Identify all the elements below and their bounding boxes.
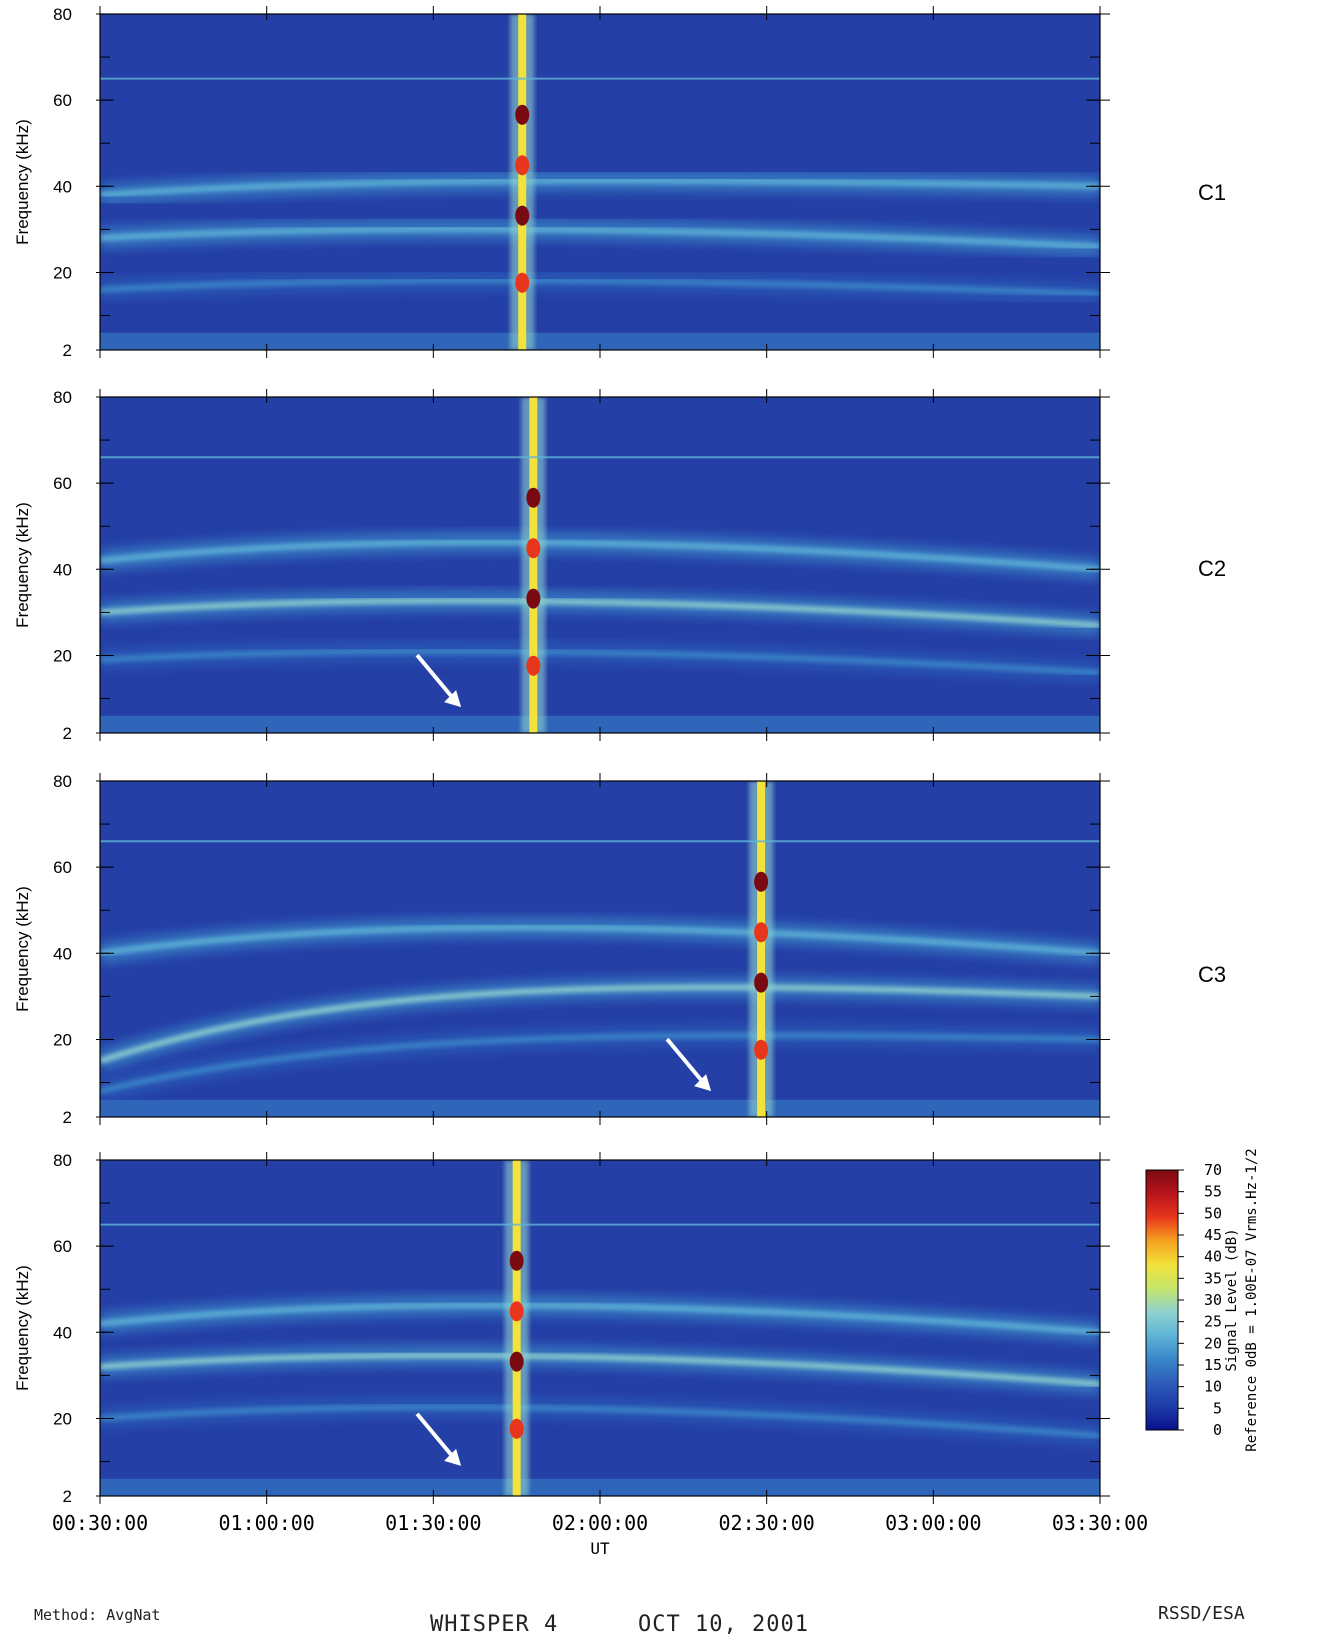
- arrow-head: [444, 690, 462, 708]
- colorbar-tick-label: 5: [1213, 1399, 1222, 1417]
- y-tick-label: 40: [53, 560, 72, 579]
- y-tick-label: 20: [53, 1409, 72, 1428]
- y-tick-label: 60: [53, 474, 72, 493]
- resonance-spot: [515, 104, 530, 125]
- arrow-shaft: [415, 1412, 459, 1464]
- x-tick-label: 01:00:00: [219, 1511, 315, 1535]
- sounder-column: [529, 397, 538, 733]
- y-axis-label: Frequency (kHz): [13, 886, 32, 1012]
- low-frequency-floor: [100, 715, 1100, 733]
- resonance-spot: [509, 1351, 524, 1372]
- resonance-spot: [515, 205, 530, 226]
- panel-label-c2: C2: [1198, 556, 1227, 581]
- y-tick-label: 80: [53, 772, 72, 791]
- spectrogram-panel-1: 2 20 40 60 80 Frequency (kHz): [13, 5, 1110, 360]
- low-frequency-floor: [100, 1099, 1100, 1117]
- x-tick-label: 01:30:00: [385, 1511, 481, 1535]
- emission-band: [100, 924, 1100, 957]
- colorbar-title: Signal Level (dB): [1224, 1228, 1240, 1371]
- method-label: Method: AvgNat: [34, 1606, 161, 1624]
- colorbar-tick-label: 40: [1204, 1248, 1222, 1266]
- spectrogram-panel-4: 2 20 40 60 80 Frequency (kHz) 00:30:00 01:00:00…: [13, 1151, 1148, 1558]
- colorbar-tick-label: 15: [1204, 1356, 1222, 1374]
- colorbar-tick-label: 55: [1204, 1183, 1222, 1201]
- y-axis-label: Frequency (kHz): [13, 119, 32, 245]
- colorbar-scale: [1145, 1169, 1179, 1431]
- colorbar-tick-label: 45: [1204, 1226, 1222, 1244]
- x-tick-label: 00:30:00: [52, 1511, 148, 1535]
- arrow-head: [694, 1074, 712, 1092]
- resonance-spot: [515, 272, 530, 293]
- low-frequency-floor: [100, 332, 1100, 350]
- plot-area: [100, 1160, 1100, 1496]
- y-tick-label: 2: [63, 1108, 72, 1127]
- resonance-spot: [754, 922, 769, 943]
- emission-band: [100, 984, 1100, 1064]
- resonance-spot: [526, 588, 541, 609]
- y-tick-label: 2: [63, 724, 72, 743]
- panel-label-c3: C3: [1198, 962, 1227, 987]
- y-tick-label: 20: [53, 646, 72, 665]
- sounder-column: [518, 14, 527, 350]
- y-tick-label: 40: [53, 944, 72, 963]
- plot-area: [100, 781, 1100, 1117]
- y-tick-label: 80: [53, 1151, 72, 1170]
- y-tick-label: 20: [53, 1030, 72, 1049]
- sounder-column: [757, 781, 766, 1117]
- y-tick-label: 60: [53, 858, 72, 877]
- colorbar-tick-label: 35: [1204, 1269, 1222, 1287]
- colorbar-reference: Reference 0dB = 1.00E-07 Vrms.Hz-1/2: [1244, 1148, 1260, 1451]
- y-axis-label: Frequency (kHz): [13, 502, 32, 628]
- y-tick-label: 60: [53, 91, 72, 110]
- y-tick-label: 80: [53, 5, 72, 24]
- colorbar-tick-label: 50: [1204, 1204, 1222, 1222]
- spectrogram-panel-2: 2 20 40 60 80 Frequency (kHz): [13, 388, 1110, 743]
- y-tick-label: 40: [53, 1323, 72, 1342]
- y-tick-label: 2: [63, 341, 72, 360]
- plot-area: [100, 397, 1100, 733]
- colorbar-tick-label: 30: [1204, 1291, 1222, 1309]
- x-tick-label: 02:30:00: [719, 1511, 815, 1535]
- resonance-spot: [526, 655, 541, 676]
- resonance-spot: [526, 538, 541, 559]
- y-tick-label: 80: [53, 388, 72, 407]
- y-tick-label: 60: [53, 1237, 72, 1256]
- spectrogram-panel-3: 2 20 40 60 80 Frequency (kHz): [13, 772, 1110, 1127]
- low-frequency-floor: [100, 1478, 1100, 1496]
- y-axis-label: Frequency (kHz): [13, 1265, 32, 1391]
- arrow-shaft: [415, 653, 459, 705]
- instrument-label: WHISPER 4: [430, 1612, 559, 1637]
- y-tick-label: 40: [53, 177, 72, 196]
- resonance-spot: [754, 1039, 769, 1060]
- resonance-spot: [754, 972, 769, 993]
- resonance-spot: [509, 1418, 524, 1439]
- y-tick-label: 20: [53, 263, 72, 282]
- colorbar-tick-label: 10: [1204, 1378, 1222, 1396]
- panels-layer: 2 20 40 60 80 Frequency (kHz) 2 20 40 60 80 Frequen…: [13, 5, 1148, 1558]
- colorbar-tick-label: 25: [1204, 1313, 1222, 1331]
- y-tick-label: 2: [63, 1487, 72, 1506]
- plot-area: [100, 14, 1100, 350]
- arrow-shaft: [665, 1037, 709, 1089]
- x-axis-label: UT: [590, 1539, 610, 1558]
- resonance-spot: [515, 155, 530, 176]
- sounder-column: [512, 1160, 521, 1496]
- credit-label: RSSD/ESA: [1158, 1603, 1245, 1624]
- colorbar-tick-label: 70: [1204, 1161, 1222, 1179]
- x-tick-label: 02:00:00: [552, 1511, 648, 1535]
- resonance-spot: [509, 1250, 524, 1271]
- colorbar-tick-label: 20: [1204, 1334, 1222, 1352]
- x-tick-label: 03:00:00: [885, 1511, 981, 1535]
- x-tick-label: 03:30:00: [1052, 1511, 1148, 1535]
- resonance-spot: [509, 1301, 524, 1322]
- resonance-spot: [526, 487, 541, 508]
- colorbar-tick-label: 0: [1213, 1421, 1222, 1439]
- arrow-head: [444, 1448, 462, 1466]
- resonance-spot: [754, 871, 769, 892]
- emission-band: [100, 1032, 1100, 1095]
- date-label: OCT 10, 2001: [638, 1612, 809, 1637]
- panel-label-c1: C1: [1198, 180, 1227, 205]
